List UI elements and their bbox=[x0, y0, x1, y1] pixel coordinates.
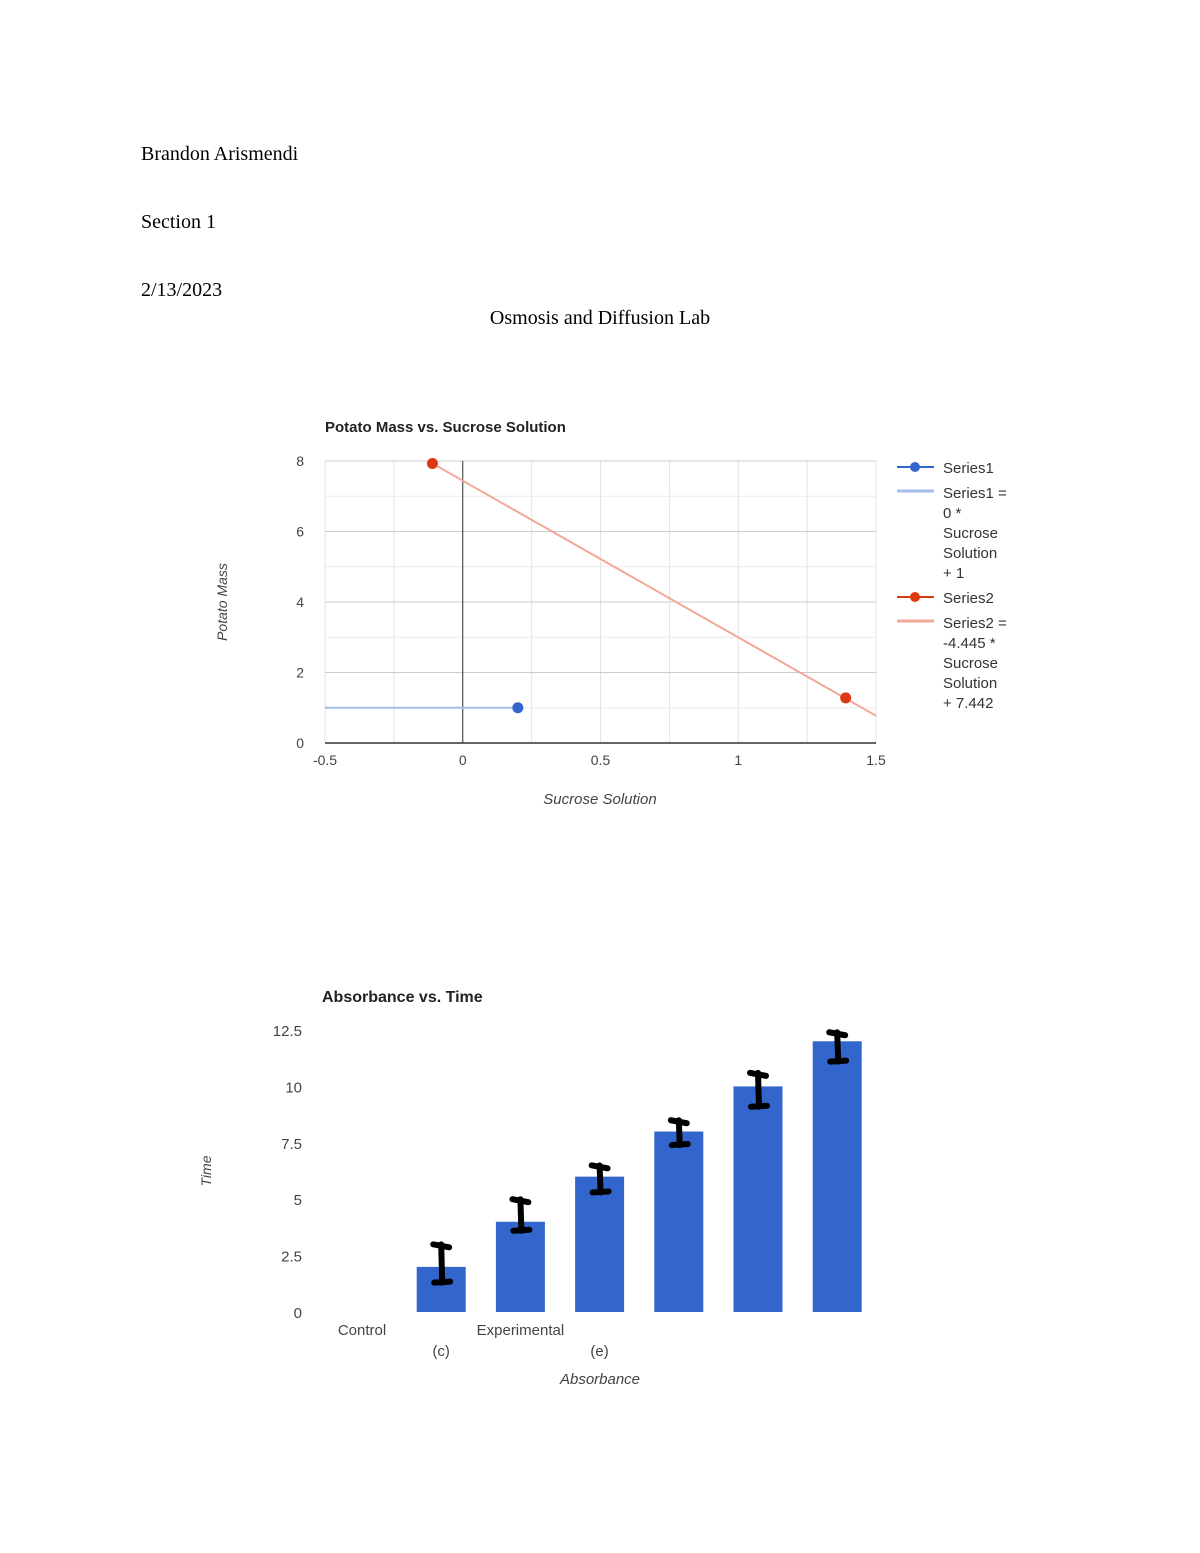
handdrawn-error-bar bbox=[826, 1029, 850, 1065]
y-tick-label: 8 bbox=[296, 453, 304, 469]
legend-trendline-label: Solution bbox=[943, 545, 997, 562]
y-axis-label: Potato Mass bbox=[214, 563, 230, 641]
y-tick-label: 6 bbox=[296, 524, 304, 540]
y-tick-label: 4 bbox=[296, 594, 304, 610]
x-tick-label: 0 bbox=[459, 752, 467, 768]
data-point-series2 bbox=[426, 457, 438, 469]
x-axis-label: Absorbance bbox=[559, 1371, 640, 1388]
handdrawn-error-bar bbox=[667, 1117, 691, 1149]
y-axis-label: Time bbox=[198, 1155, 214, 1186]
legend-trendline-label: -4.445 * bbox=[943, 635, 996, 652]
data-point-series2 bbox=[840, 692, 852, 704]
y-tick-label: 10 bbox=[285, 1079, 302, 1096]
x-category-label: Control bbox=[338, 1322, 386, 1339]
legend-trendline-label: + 1 bbox=[943, 565, 964, 582]
handdrawn-error-bar bbox=[588, 1162, 612, 1196]
legend-trendline-label: Sucrose bbox=[943, 655, 998, 672]
legend-trendline-label: Sucrose bbox=[943, 525, 998, 542]
legend-trendline-label: Solution bbox=[943, 675, 997, 692]
bar bbox=[575, 1176, 625, 1312]
legend-trendline-label: Series2 = bbox=[943, 615, 1007, 632]
legend-label: Series2 bbox=[943, 590, 994, 607]
x-tick-label: -0.5 bbox=[313, 752, 337, 768]
bar bbox=[812, 1041, 862, 1312]
bar bbox=[654, 1131, 704, 1312]
handdrawn-error-bar bbox=[430, 1241, 454, 1286]
y-tick-label: 7.5 bbox=[281, 1136, 302, 1153]
x-category-label: (c) bbox=[432, 1343, 450, 1360]
legend-trendline-label: Series1 = bbox=[943, 485, 1007, 502]
legend-trendline-label: + 7.442 bbox=[943, 695, 993, 712]
author-name: Brandon Arismendi bbox=[141, 143, 299, 165]
legend-marker-series1 bbox=[910, 462, 920, 472]
y-tick-label: 5 bbox=[294, 1192, 302, 1209]
y-tick-label: 0 bbox=[294, 1305, 302, 1322]
date: 2/13/2023 bbox=[141, 279, 223, 301]
legend-trendline-label: 0 * bbox=[943, 505, 962, 522]
y-tick-label: 12.5 bbox=[273, 1023, 302, 1040]
document-title: Osmosis and Diffusion Lab bbox=[489, 307, 711, 329]
legend-label: Series1 bbox=[943, 460, 994, 477]
x-category-label: (e) bbox=[590, 1343, 608, 1360]
bar bbox=[733, 1086, 783, 1312]
x-tick-label: 1 bbox=[734, 752, 742, 768]
chart-title: Potato Mass vs. Sucrose Solution bbox=[325, 419, 566, 436]
handdrawn-error-bar bbox=[747, 1069, 770, 1110]
x-tick-label: 1.5 bbox=[866, 752, 886, 768]
x-tick-label: 0.5 bbox=[591, 752, 611, 768]
trendline-series2 bbox=[431, 462, 877, 717]
y-tick-label: 2.5 bbox=[281, 1249, 302, 1266]
y-tick-label: 2 bbox=[296, 665, 304, 681]
data-point-series1 bbox=[512, 702, 524, 714]
handdrawn-error-bar bbox=[509, 1196, 533, 1234]
x-axis-label: Sucrose Solution bbox=[543, 791, 656, 808]
y-tick-label: 0 bbox=[296, 735, 304, 751]
section-label: Section 1 bbox=[141, 211, 216, 233]
legend-marker-series2 bbox=[910, 592, 920, 602]
chart-title: Absorbance vs. Time bbox=[322, 989, 483, 1006]
x-category-label: Experimental bbox=[477, 1322, 565, 1339]
bar bbox=[495, 1221, 545, 1312]
